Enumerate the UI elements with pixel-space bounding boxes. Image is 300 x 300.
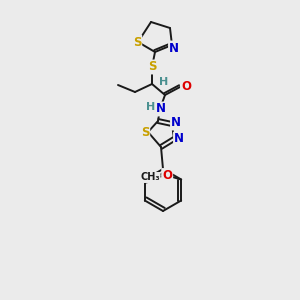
Text: CH₃: CH₃	[140, 172, 160, 182]
Text: N: N	[174, 133, 184, 146]
Text: H: H	[146, 102, 156, 112]
Text: N: N	[169, 41, 179, 55]
Text: N: N	[156, 103, 166, 116]
Text: H: H	[159, 77, 169, 87]
Text: N: N	[171, 116, 181, 130]
Text: S: S	[133, 35, 141, 49]
Text: O: O	[162, 169, 172, 182]
Text: S: S	[141, 125, 149, 139]
Text: O: O	[181, 80, 191, 92]
Text: S: S	[148, 61, 156, 74]
